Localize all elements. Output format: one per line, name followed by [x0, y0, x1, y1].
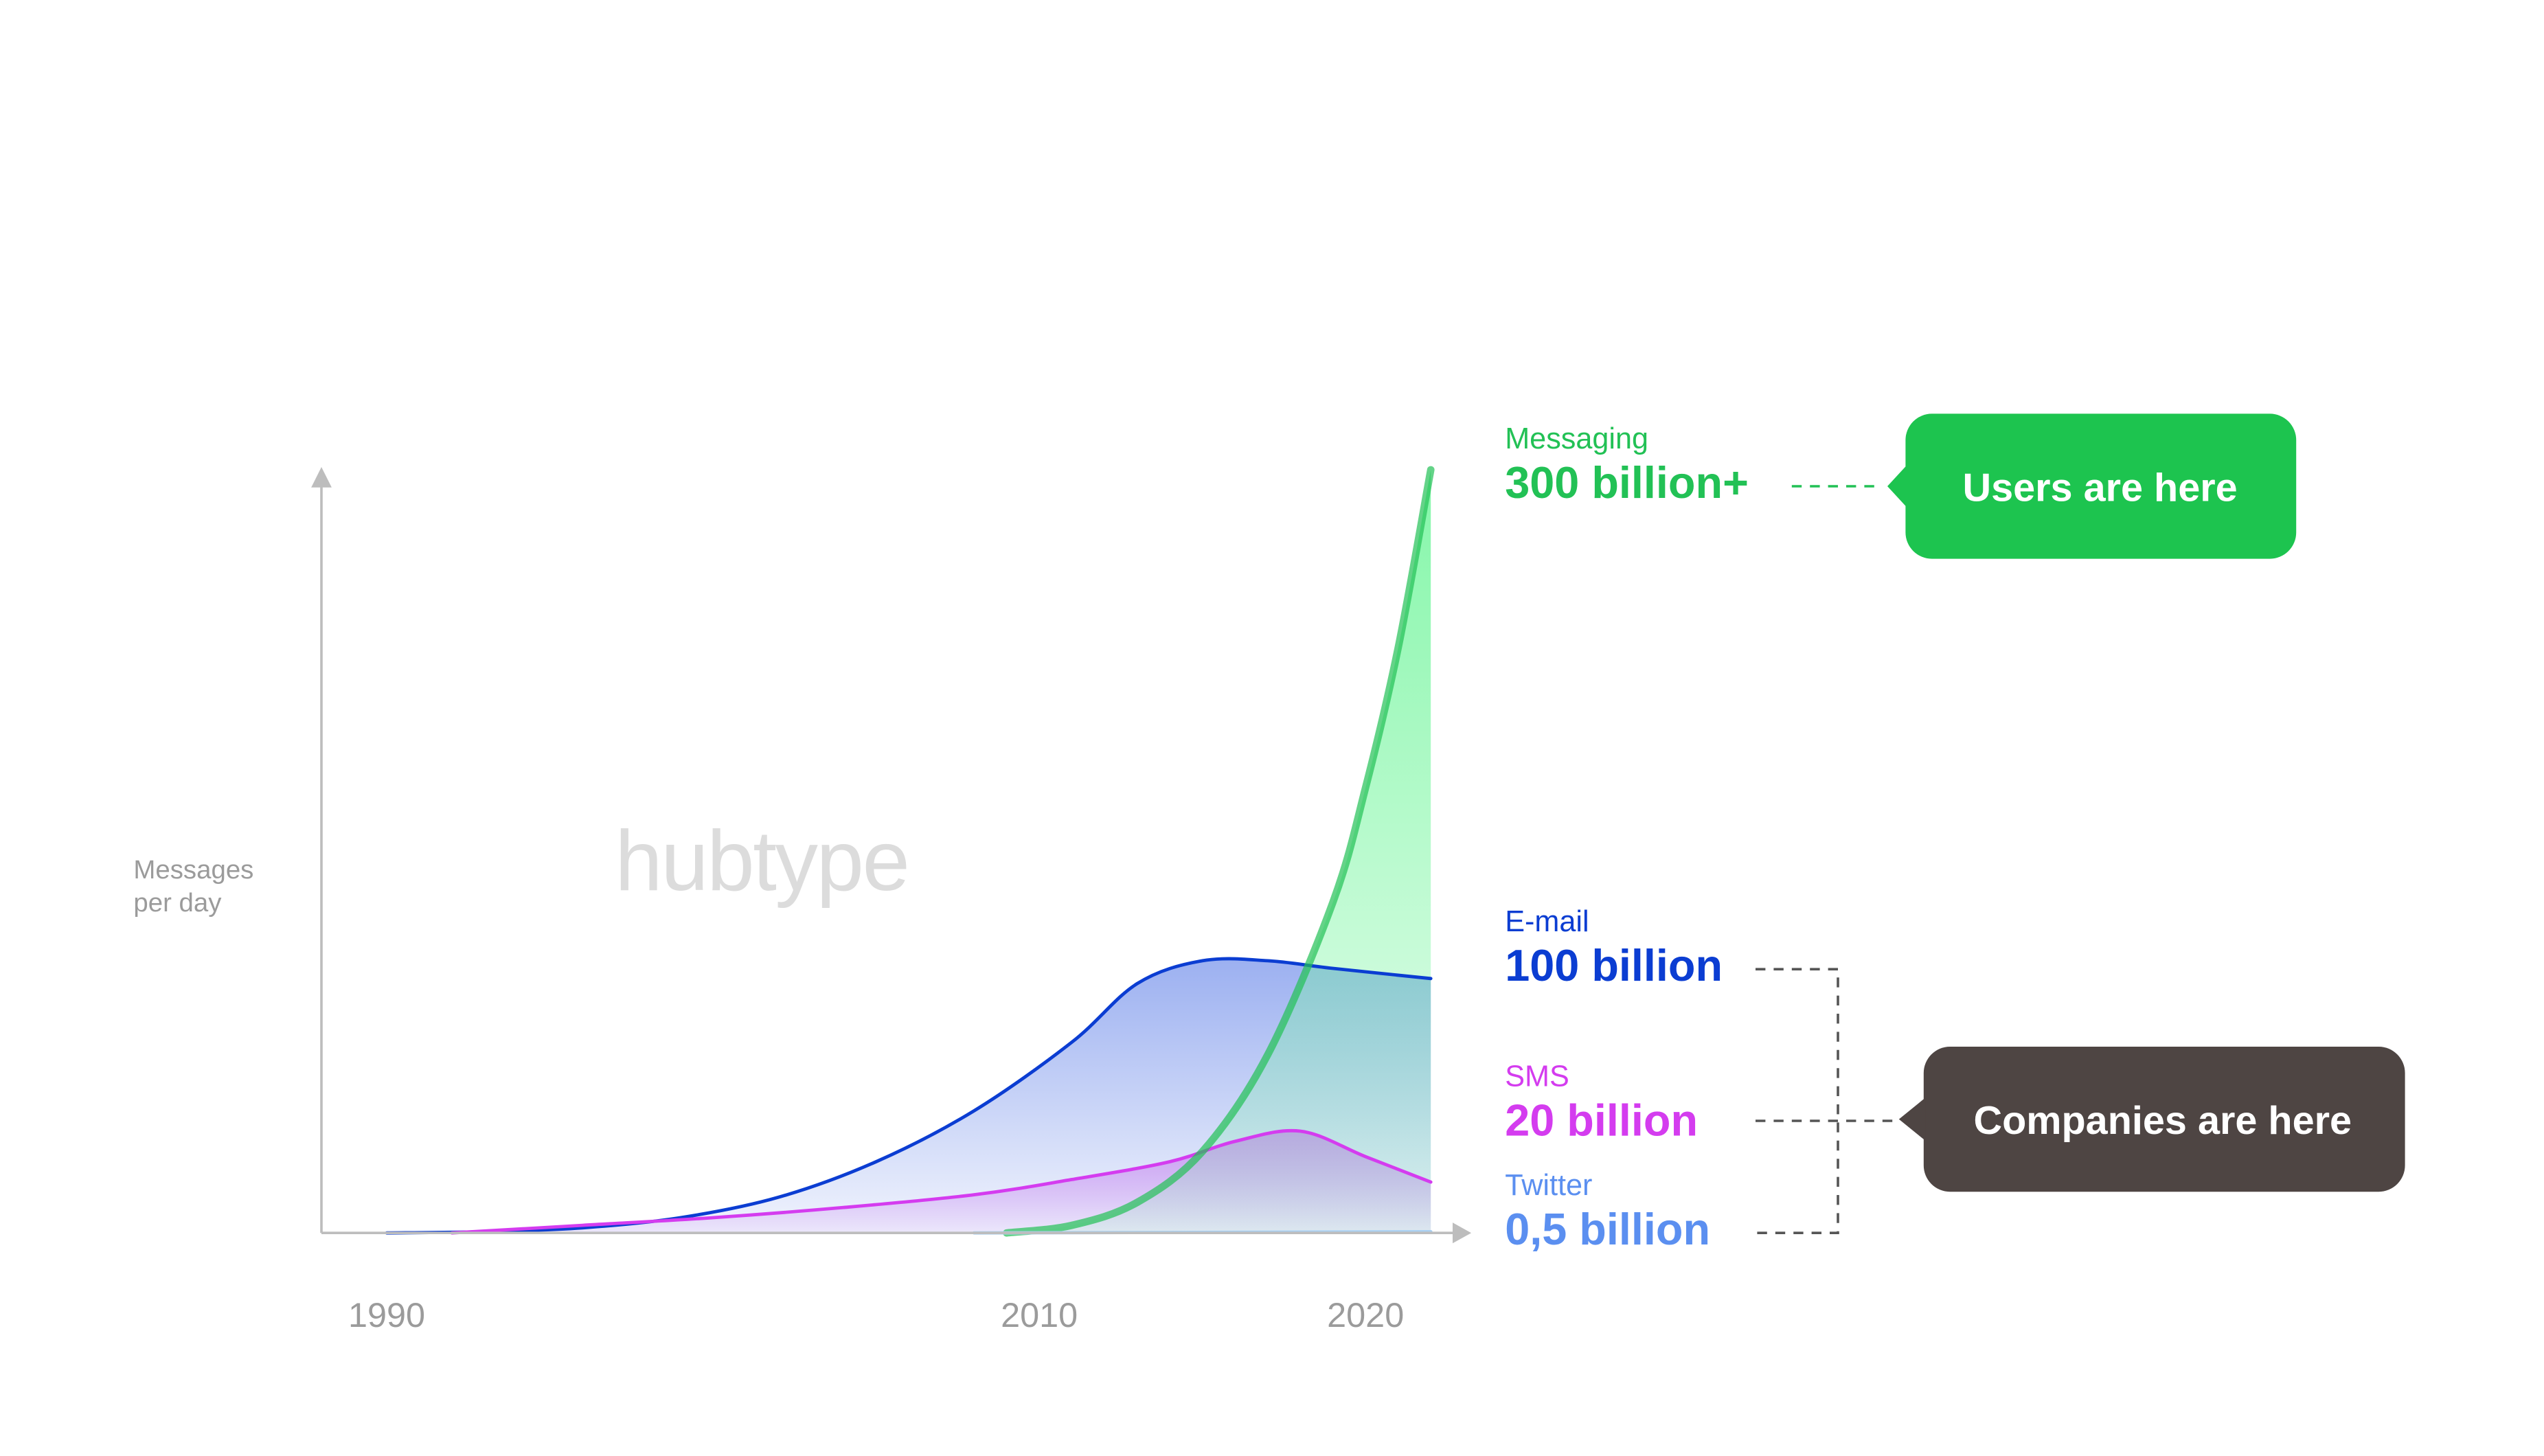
- series-name: E-mail: [1505, 905, 1589, 938]
- x-tick-label: 1990: [348, 1295, 425, 1334]
- connector: [1756, 968, 1896, 1235]
- y-axis-label: per day: [133, 888, 222, 918]
- callout-text: Companies are here: [1974, 1099, 2352, 1143]
- series-value-label: 20 billion: [1505, 1095, 1698, 1146]
- x-axis-arrow: [1453, 1222, 1472, 1244]
- series-name: Messaging: [1505, 422, 1648, 455]
- callout-pointer: [1898, 1097, 1926, 1141]
- y-axis-arrow: [311, 466, 332, 488]
- series-name: SMS: [1505, 1060, 1569, 1093]
- line: [385, 957, 1433, 1235]
- x-tick-label: 2010: [1001, 1295, 1078, 1334]
- x-tick-label: 2020: [1327, 1295, 1404, 1334]
- callout-box: [1923, 1047, 2405, 1192]
- series-value-label: 300 billion+: [1505, 457, 1749, 508]
- callout: Users are here: [1887, 413, 2297, 559]
- callout-box: [1905, 413, 2297, 559]
- series-value-label: 100 billion: [1505, 940, 1723, 990]
- connectors: [1756, 485, 1896, 1235]
- line: [450, 1128, 1433, 1235]
- callout-pointer: [1887, 464, 1907, 508]
- plot-area: [385, 466, 1435, 1237]
- y-axis-label: Messages: [133, 855, 253, 885]
- watermark: hubtype: [615, 813, 908, 909]
- callout: Companies are here: [1898, 1047, 2405, 1192]
- series-value-label: 0,5 billion: [1505, 1204, 1710, 1254]
- axes: [311, 466, 1472, 1244]
- callout-text: Users are here: [1962, 466, 2237, 510]
- area: [1006, 470, 1431, 1233]
- line: [1003, 466, 1435, 1237]
- series-name: Twitter: [1505, 1169, 1592, 1202]
